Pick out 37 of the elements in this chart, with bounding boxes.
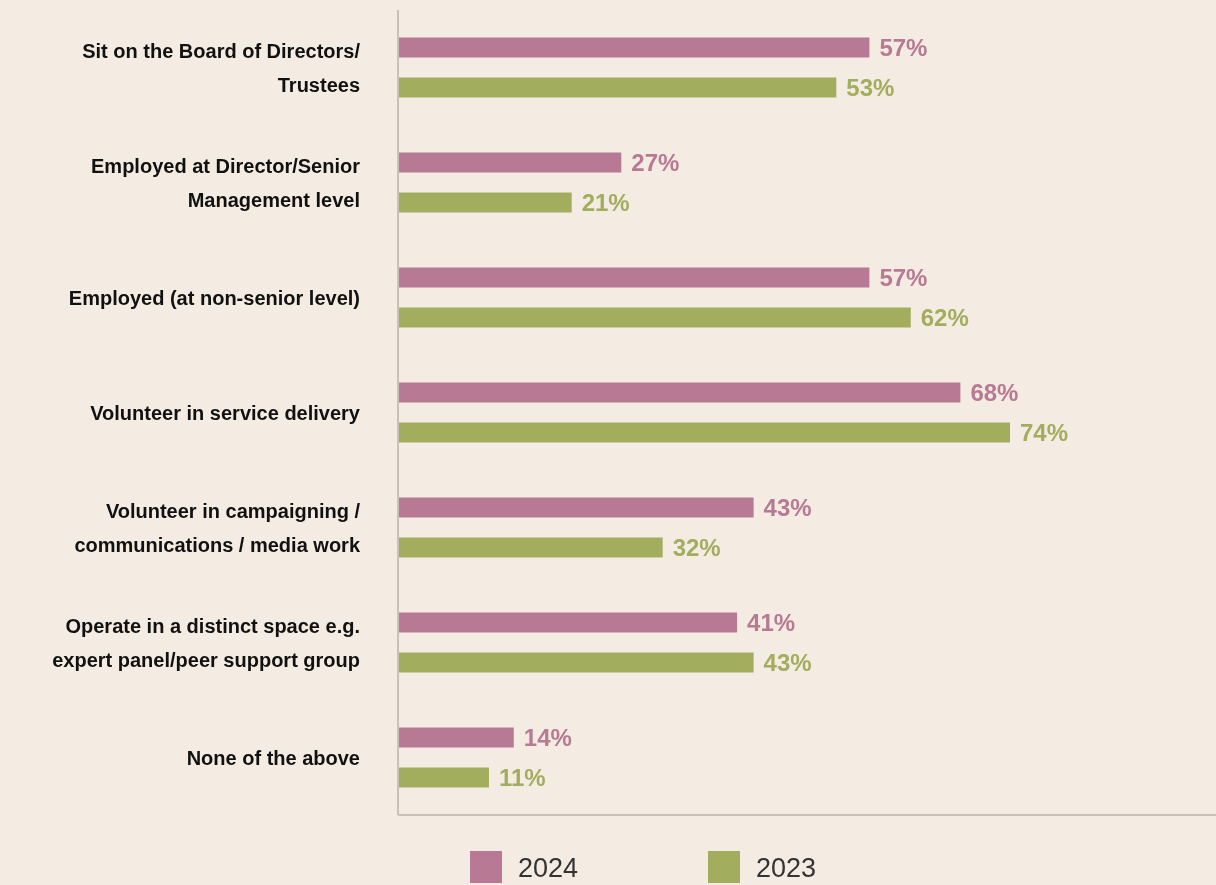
- bar: [399, 382, 961, 403]
- data-label: 32%: [672, 534, 721, 561]
- bar: [399, 727, 514, 748]
- data-label: 57%: [879, 34, 928, 61]
- bar: [399, 497, 754, 518]
- y-tick-label: Volunteer in service delivery: [90, 401, 361, 424]
- legend-label: 2023: [756, 853, 817, 883]
- y-tick-label: Operate in a distinct space e.g. expert panel/peer support group: [52, 614, 360, 671]
- data-label: 27%: [631, 149, 680, 176]
- bar: [399, 307, 911, 328]
- data-label: 74%: [1020, 419, 1069, 446]
- y-tick-label: Employed (at non-senior level): [68, 286, 360, 309]
- data-label: 53%: [846, 74, 895, 101]
- bar: [399, 192, 572, 213]
- data-label: 62%: [920, 304, 969, 331]
- bar: [399, 537, 663, 558]
- y-tick-label: Volunteer in campaigning / communications / media work: [74, 499, 361, 556]
- data-label: 57%: [879, 264, 928, 291]
- legend-label: 2024: [518, 853, 579, 883]
- bar: [399, 612, 738, 633]
- bar: [399, 77, 837, 98]
- bar: [399, 767, 489, 788]
- data-label: 43%: [763, 649, 812, 676]
- bar: [399, 422, 1010, 443]
- y-tick-label: None of the above: [186, 746, 360, 769]
- data-label: 14%: [523, 724, 572, 751]
- data-label: 21%: [581, 189, 630, 216]
- bar: [399, 267, 870, 288]
- data-label: 68%: [970, 379, 1019, 406]
- y-tick-label: Sit on the Board of Directors/ Trustees: [82, 39, 361, 96]
- y-tick-label: Employed at Director/Senior Management level: [91, 154, 361, 211]
- data-label: 11%: [498, 764, 546, 791]
- bar: [399, 652, 754, 673]
- bar: [399, 37, 870, 58]
- bar: [399, 152, 622, 173]
- data-label: 43%: [763, 494, 812, 521]
- data-label: 41%: [747, 609, 796, 636]
